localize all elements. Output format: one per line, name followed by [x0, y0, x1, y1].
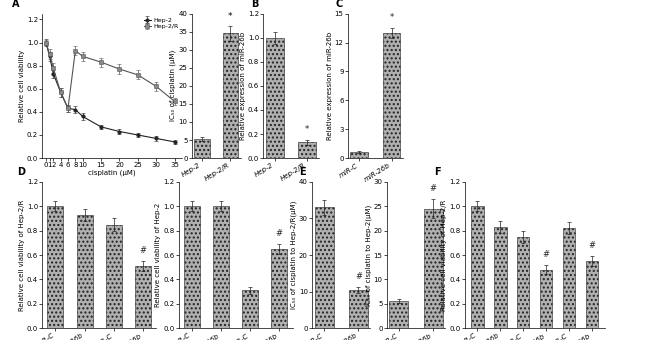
Bar	[586, 261, 598, 328]
Text: #: #	[355, 272, 362, 281]
Y-axis label: Relative expression of miR-26b: Relative expression of miR-26b	[240, 32, 246, 140]
Y-axis label: IC₅₀ of cisplatin to Hep-2/R(μM): IC₅₀ of cisplatin to Hep-2/R(μM)	[291, 201, 297, 309]
Bar	[106, 224, 122, 328]
Bar	[47, 206, 64, 328]
Text: *: *	[228, 12, 233, 21]
Text: A: A	[12, 0, 19, 9]
Bar	[540, 270, 552, 328]
Text: #: #	[430, 184, 437, 193]
Bar	[349, 290, 368, 328]
Bar	[389, 301, 408, 328]
Bar	[194, 139, 210, 158]
Y-axis label: Relative cell viability: Relative cell viability	[19, 50, 25, 122]
Bar	[298, 142, 316, 158]
Y-axis label: IC₅₀ of cisplatin (μM): IC₅₀ of cisplatin (μM)	[170, 50, 177, 121]
Bar	[266, 38, 283, 158]
Text: E: E	[299, 167, 305, 177]
Text: *: *	[305, 125, 309, 134]
Bar	[184, 206, 200, 328]
Bar	[77, 215, 92, 328]
Text: #: #	[543, 250, 549, 259]
Text: *: *	[389, 13, 394, 22]
Y-axis label: Relative cell viability of Hep-2: Relative cell viability of Hep-2	[155, 203, 161, 307]
Bar	[350, 152, 368, 158]
Legend: Hep-2, Hep-2/R: Hep-2, Hep-2/R	[143, 17, 179, 30]
Bar	[271, 249, 287, 328]
Text: C: C	[335, 0, 343, 9]
Text: #: #	[588, 241, 595, 250]
Bar	[213, 206, 229, 328]
Bar	[471, 206, 484, 328]
Y-axis label: Relative cell viability of Hep-2/R: Relative cell viability of Hep-2/R	[19, 199, 25, 311]
Bar	[135, 266, 151, 328]
Text: D: D	[18, 167, 25, 177]
X-axis label: cisplatin (μM): cisplatin (μM)	[88, 170, 136, 176]
Bar	[315, 207, 333, 328]
Text: B: B	[251, 0, 259, 9]
Text: #: #	[276, 229, 283, 238]
Bar	[563, 228, 575, 328]
Bar	[494, 227, 506, 328]
Bar	[222, 33, 239, 158]
Y-axis label: IC₅₀ of cisplatin to Hep-2(μM): IC₅₀ of cisplatin to Hep-2(μM)	[365, 204, 372, 306]
Bar	[383, 33, 400, 158]
Bar	[424, 209, 443, 328]
Bar	[517, 237, 530, 328]
Y-axis label: Relative expression of miR-26b: Relative expression of miR-26b	[326, 32, 333, 140]
Y-axis label: Relative cell viability of Hep-2/R: Relative cell viability of Hep-2/R	[441, 199, 447, 311]
Bar	[242, 290, 258, 328]
Text: #: #	[139, 246, 146, 255]
Text: F: F	[434, 167, 441, 177]
